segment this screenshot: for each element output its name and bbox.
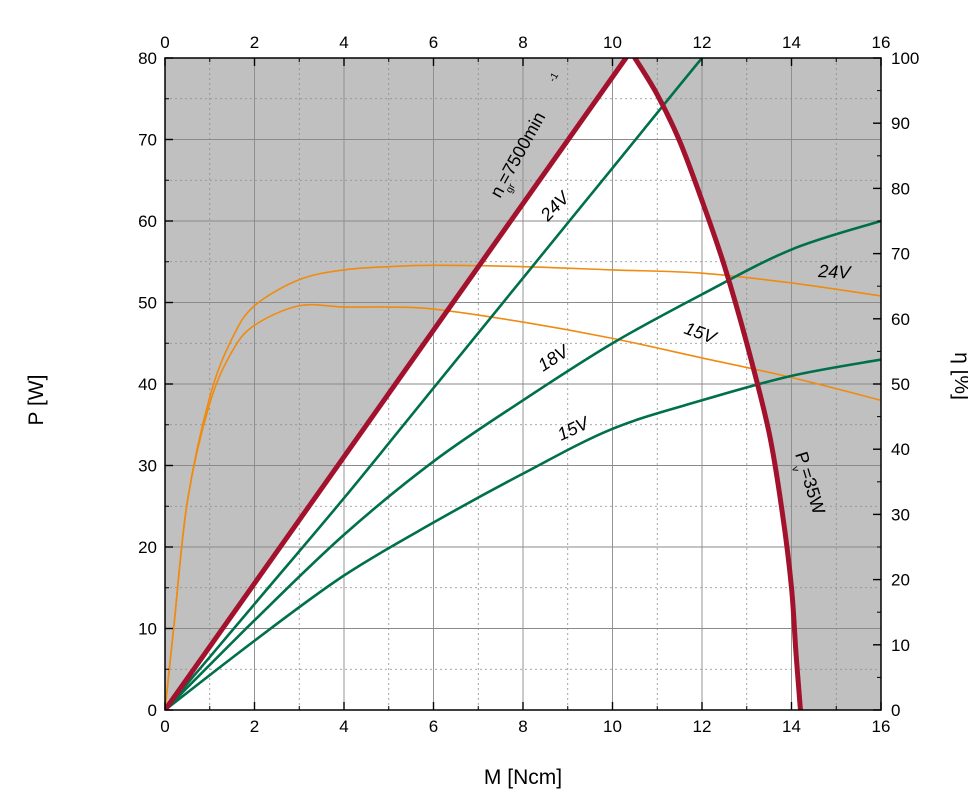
efficiency-24v-label: 24V	[817, 261, 853, 283]
y-axis-title: P [W]	[25, 375, 48, 426]
y2-tick-label: 0	[891, 701, 900, 720]
y2-tick-label: 70	[891, 245, 910, 264]
y2-tick-label: 90	[891, 114, 910, 133]
power-loss-limit-curve	[632, 58, 803, 710]
x-tick-label-top: 4	[339, 33, 348, 52]
power-loss-subscript: v	[789, 465, 801, 473]
y-tick-label: 80	[138, 49, 157, 68]
x-tick-label-top: 8	[518, 33, 527, 52]
x-tick-label-top: 0	[160, 33, 169, 52]
x-tick-label-bottom: 0	[160, 717, 169, 736]
x-tick-label-bottom: 4	[339, 717, 348, 736]
x-tick-label-bottom: 8	[518, 717, 527, 736]
y-tick-label: 50	[138, 294, 157, 313]
power-curve-18v	[165, 219, 881, 710]
x-tick-label-top: 16	[872, 33, 891, 52]
x-tick-label-top: 12	[693, 33, 712, 52]
power-curve-24v	[165, 58, 704, 710]
y-tick-label: 40	[138, 375, 157, 394]
y2-tick-label: 80	[891, 179, 910, 198]
x-tick-label-top: 14	[782, 33, 801, 52]
x-tick-label-top: 2	[250, 33, 259, 52]
y-tick-label: 60	[138, 212, 157, 231]
x-tick-label-bottom: 16	[872, 717, 891, 736]
x-tick-label-bottom: 14	[782, 717, 801, 736]
curves	[165, 58, 881, 710]
y2-tick-label: 30	[891, 505, 910, 524]
x-tick-label-bottom: 6	[429, 717, 438, 736]
y2-tick-label: 60	[891, 310, 910, 329]
y2-axis-title: η [%]	[950, 352, 968, 400]
y-tick-label: 30	[138, 457, 157, 476]
axis-ticks: 0022446688101012121414161601020304050607…	[138, 33, 919, 736]
x-tick-label-bottom: 2	[250, 717, 259, 736]
x-axis-title: M [Ncm]	[484, 766, 562, 789]
x-tick-label-bottom: 12	[693, 717, 712, 736]
y-tick-label: 70	[138, 131, 157, 150]
y2-tick-label: 10	[891, 636, 910, 655]
efficiency-curve-15v	[165, 303, 881, 710]
y2-tick-label: 100	[891, 49, 919, 68]
y2-tick-label: 20	[891, 571, 910, 590]
y2-tick-label: 40	[891, 440, 910, 459]
y-tick-label: 20	[138, 538, 157, 557]
y-tick-label: 0	[148, 701, 157, 720]
speed-limit-line	[165, 58, 629, 710]
x-tick-label-top: 10	[603, 33, 622, 52]
y-tick-label: 10	[138, 620, 157, 639]
x-tick-label-top: 6	[429, 33, 438, 52]
x-tick-label-bottom: 10	[603, 717, 622, 736]
y2-tick-label: 50	[891, 375, 910, 394]
